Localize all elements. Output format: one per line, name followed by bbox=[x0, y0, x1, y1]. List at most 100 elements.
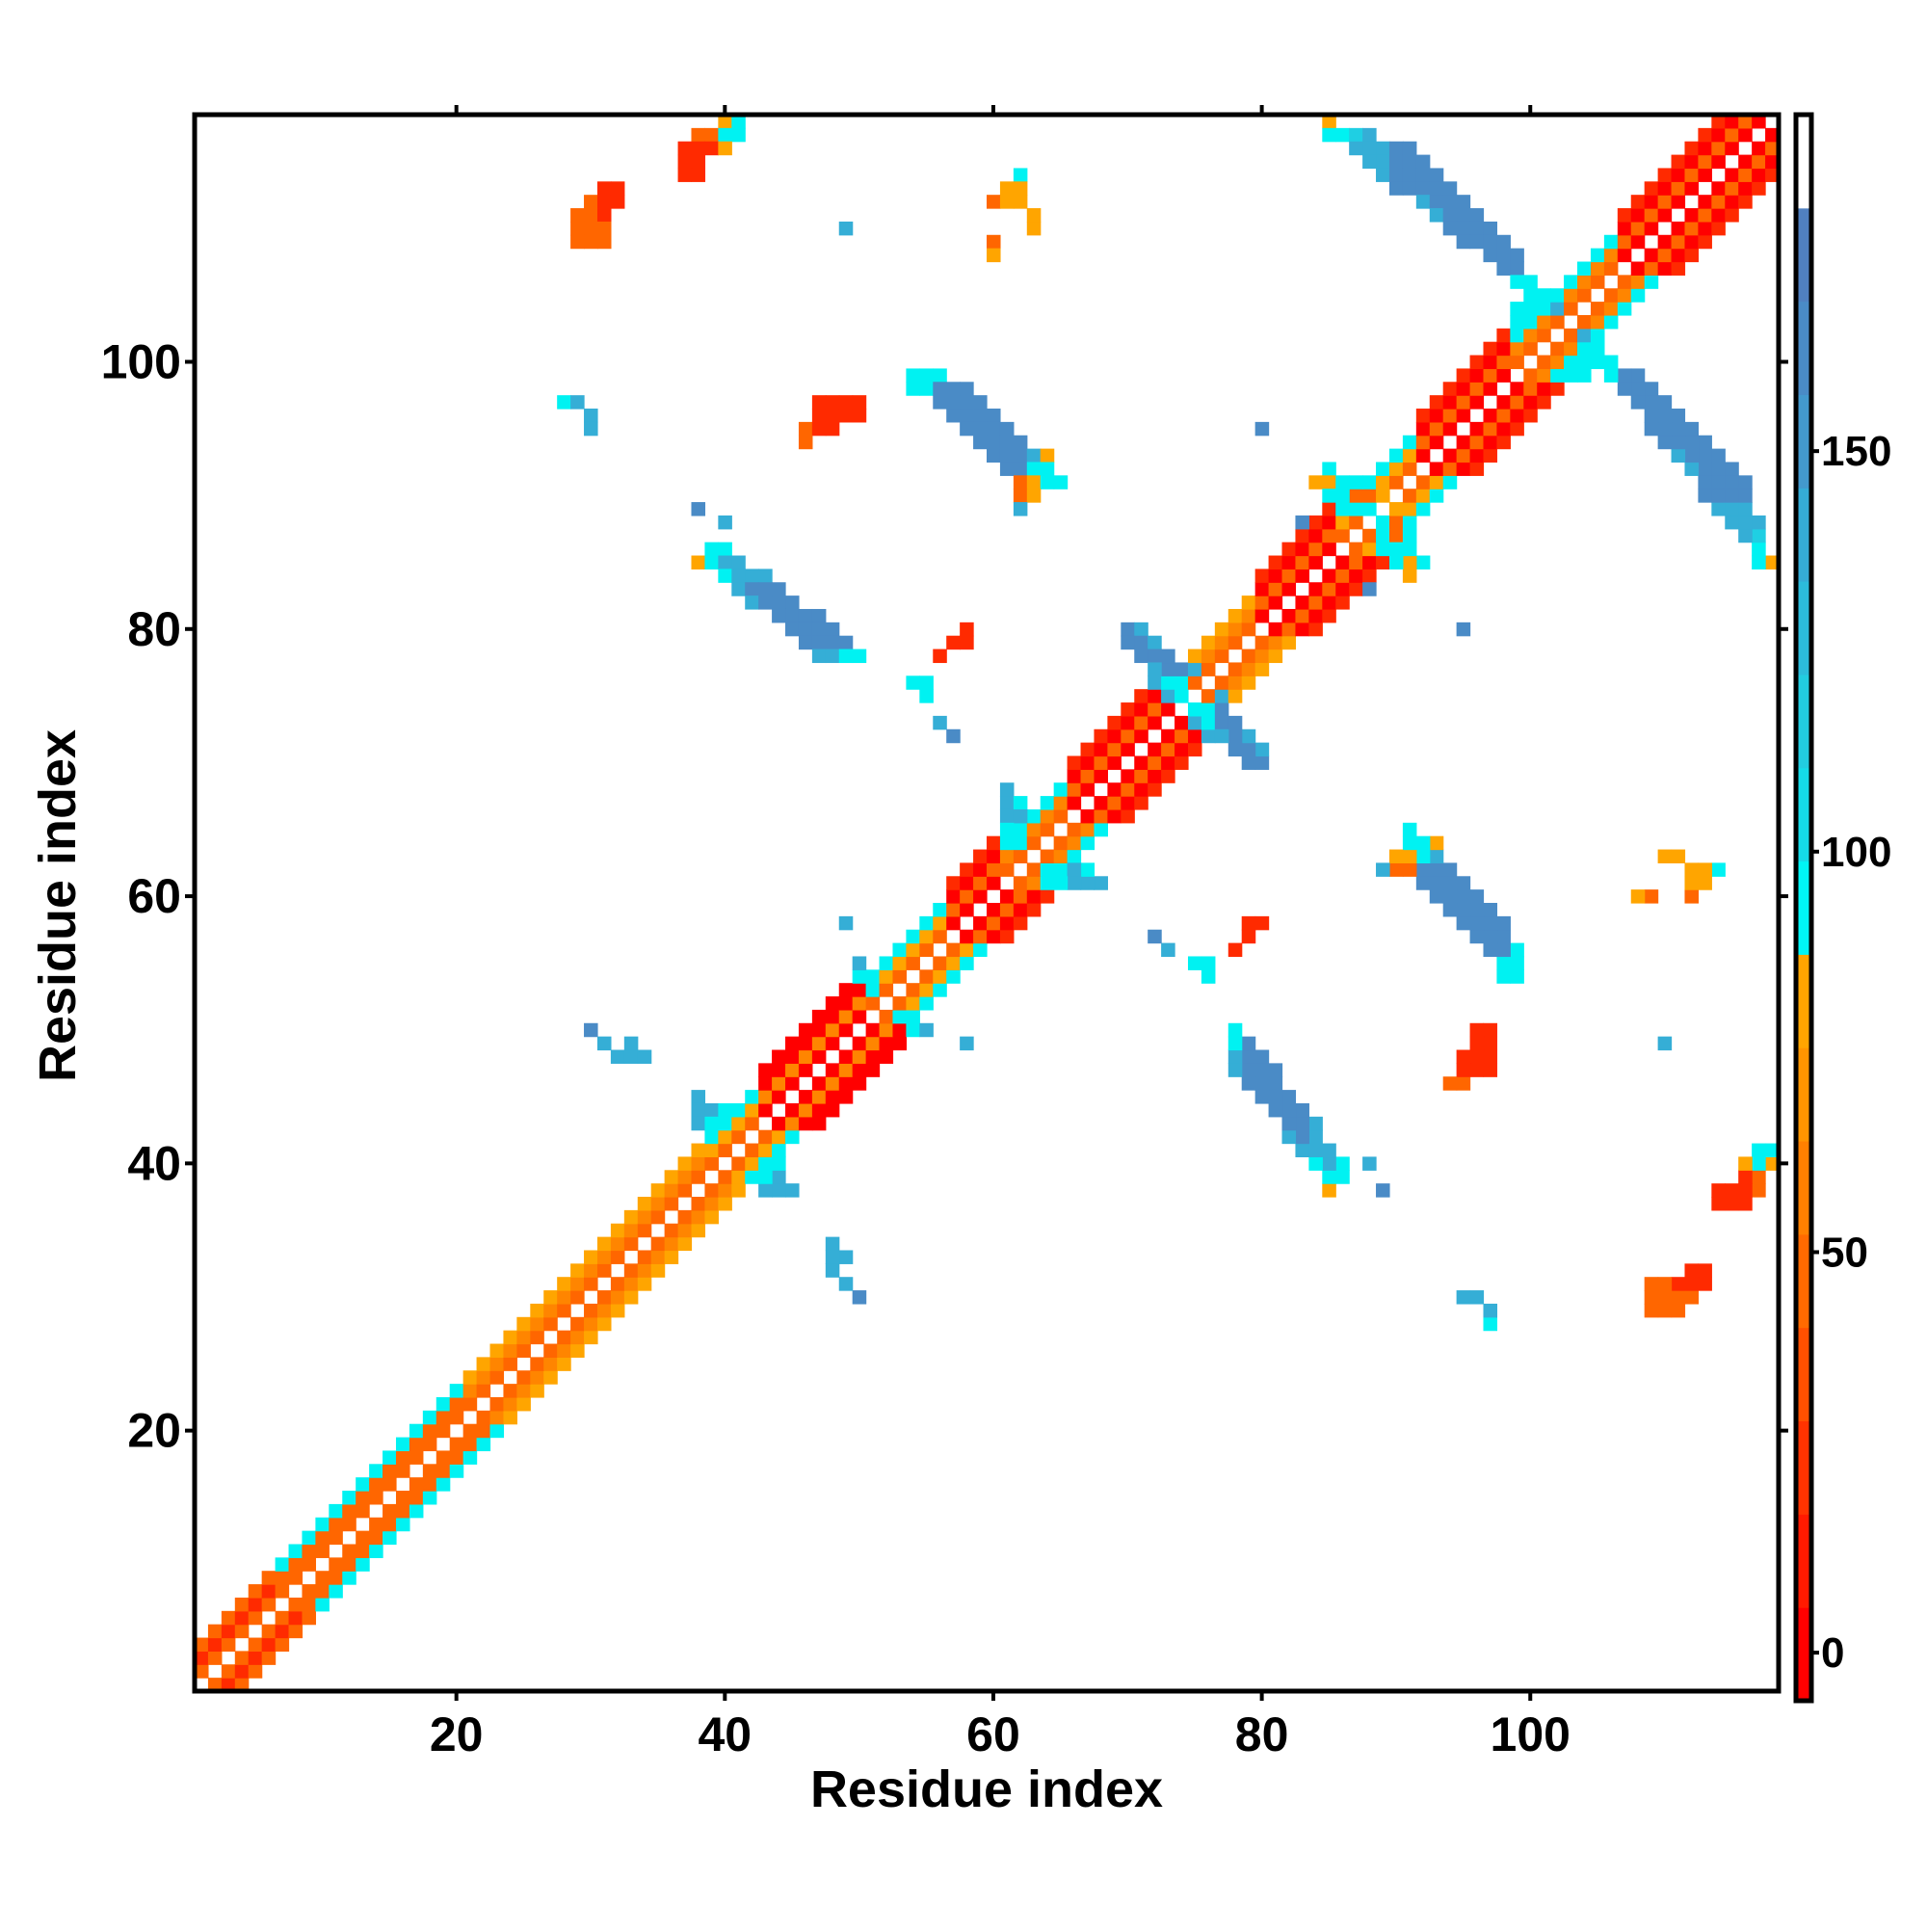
heatmap-cell bbox=[1362, 489, 1377, 503]
heatmap-cell bbox=[596, 1290, 612, 1305]
heatmap-cell bbox=[261, 1597, 277, 1612]
heatmap-cell bbox=[852, 1290, 867, 1305]
heatmap-cell bbox=[1322, 462, 1336, 476]
heatmap-cell bbox=[207, 1651, 223, 1665]
heatmap-cell bbox=[838, 1250, 854, 1264]
heatmap-cell bbox=[1577, 314, 1592, 330]
heatmap-cell bbox=[543, 1357, 558, 1371]
heatmap-cell bbox=[1456, 1290, 1471, 1305]
heatmap-cell bbox=[1161, 675, 1175, 690]
heatmap-cell bbox=[1308, 608, 1323, 623]
heatmap-cell bbox=[1469, 1036, 1485, 1051]
heatmap-cell bbox=[302, 1544, 316, 1558]
heatmap-cell bbox=[1738, 1197, 1753, 1211]
heatmap-cell bbox=[1227, 1063, 1243, 1077]
heatmap-cell bbox=[248, 1651, 263, 1665]
heatmap-cell bbox=[383, 1530, 397, 1546]
heatmap-cell bbox=[623, 1263, 639, 1278]
heatmap-cell bbox=[422, 1477, 437, 1492]
heatmap-cell bbox=[1268, 1063, 1283, 1077]
heatmap-cell bbox=[825, 1090, 840, 1104]
heatmap-cell bbox=[1617, 248, 1632, 263]
heatmap-cell bbox=[356, 1530, 370, 1546]
heatmap-cell bbox=[811, 409, 827, 423]
heatmap-cell bbox=[1738, 127, 1753, 143]
heatmap-cell bbox=[1040, 849, 1055, 864]
heatmap-cell bbox=[1175, 755, 1189, 770]
heatmap-cell bbox=[1617, 302, 1632, 316]
heatmap-cell bbox=[1254, 1076, 1270, 1091]
heatmap-cell bbox=[704, 1156, 719, 1171]
heatmap-cell bbox=[1429, 889, 1444, 904]
heatmap-cell bbox=[315, 1571, 330, 1585]
heatmap-cell bbox=[383, 1477, 397, 1492]
heatmap-cell bbox=[1671, 421, 1686, 437]
heatmap-cell bbox=[610, 1303, 625, 1318]
heatmap-cell bbox=[329, 1557, 343, 1572]
heatmap-cell bbox=[1415, 435, 1431, 450]
heatmap-cell bbox=[1657, 1036, 1673, 1051]
heatmap-cell bbox=[1738, 515, 1753, 530]
heatmap-cell bbox=[1429, 195, 1444, 209]
heatmap-cell bbox=[1415, 489, 1431, 503]
heatmap-cell bbox=[664, 1197, 679, 1211]
heatmap-cell bbox=[1308, 1116, 1323, 1131]
heatmap-cell bbox=[919, 915, 934, 931]
heatmap-cell bbox=[999, 862, 1015, 877]
heatmap-cell bbox=[1214, 715, 1229, 730]
heatmap-cell bbox=[1013, 435, 1028, 450]
heatmap-cell bbox=[1765, 1156, 1780, 1171]
heatmap-cell bbox=[1013, 835, 1028, 851]
heatmap-cell bbox=[1429, 835, 1444, 851]
heatmap-cell bbox=[1013, 502, 1028, 516]
heatmap-cell bbox=[1469, 395, 1485, 410]
heatmap-cell bbox=[1094, 769, 1108, 783]
heatmap-cell bbox=[1254, 755, 1270, 770]
heatmap-cell bbox=[718, 1116, 732, 1131]
heatmap-cell bbox=[1254, 595, 1270, 610]
heatmap-cell bbox=[677, 154, 693, 170]
heatmap-cell bbox=[395, 1491, 410, 1505]
heatmap-cell bbox=[973, 849, 988, 864]
heatmap-cell bbox=[1415, 181, 1431, 196]
heatmap-cell bbox=[960, 889, 974, 904]
heatmap-cell bbox=[973, 862, 988, 877]
heatmap-cell bbox=[1013, 808, 1028, 824]
heatmap-cell bbox=[1013, 489, 1028, 503]
heatmap-cell bbox=[1671, 248, 1686, 263]
heatmap-cell bbox=[1094, 742, 1108, 757]
y-tick-label: 40 bbox=[127, 1136, 181, 1190]
heatmap-cell bbox=[865, 996, 881, 1011]
heatmap-cell bbox=[1483, 234, 1498, 250]
heatmap-cell bbox=[731, 127, 746, 143]
heatmap-cell bbox=[315, 1544, 330, 1558]
heatmap-cell bbox=[1175, 728, 1189, 744]
heatmap-cell bbox=[1657, 234, 1673, 250]
heatmap-cell bbox=[892, 956, 908, 970]
heatmap-cell bbox=[1510, 302, 1524, 316]
heatmap-cell bbox=[1134, 635, 1148, 650]
heatmap-cell bbox=[436, 1396, 451, 1412]
heatmap-cell bbox=[1094, 755, 1108, 770]
heatmap-cell bbox=[596, 181, 612, 196]
heatmap-cell bbox=[329, 1571, 343, 1585]
heatmap-cell bbox=[798, 421, 813, 437]
heatmap-cell bbox=[1483, 929, 1498, 944]
heatmap-cell bbox=[999, 849, 1015, 864]
heatmap-cell bbox=[1496, 368, 1511, 383]
heatmap-cell bbox=[1496, 435, 1511, 450]
heatmap-cell bbox=[1241, 662, 1256, 676]
heatmap-cell bbox=[1402, 835, 1417, 851]
heatmap-cell bbox=[999, 195, 1015, 209]
heatmap-cell bbox=[987, 876, 1001, 890]
heatmap-cell bbox=[892, 942, 908, 958]
heatmap-cell bbox=[960, 942, 974, 958]
heatmap-cell bbox=[1496, 969, 1511, 984]
heatmap-cell bbox=[570, 1290, 585, 1305]
heatmap-cell bbox=[1456, 448, 1471, 463]
heatmap-cell bbox=[1590, 261, 1605, 276]
heatmap-cell bbox=[1402, 542, 1417, 557]
heatmap-cell bbox=[1603, 234, 1619, 250]
heatmap-cell bbox=[1415, 502, 1431, 516]
heatmap-cell bbox=[1510, 355, 1524, 370]
